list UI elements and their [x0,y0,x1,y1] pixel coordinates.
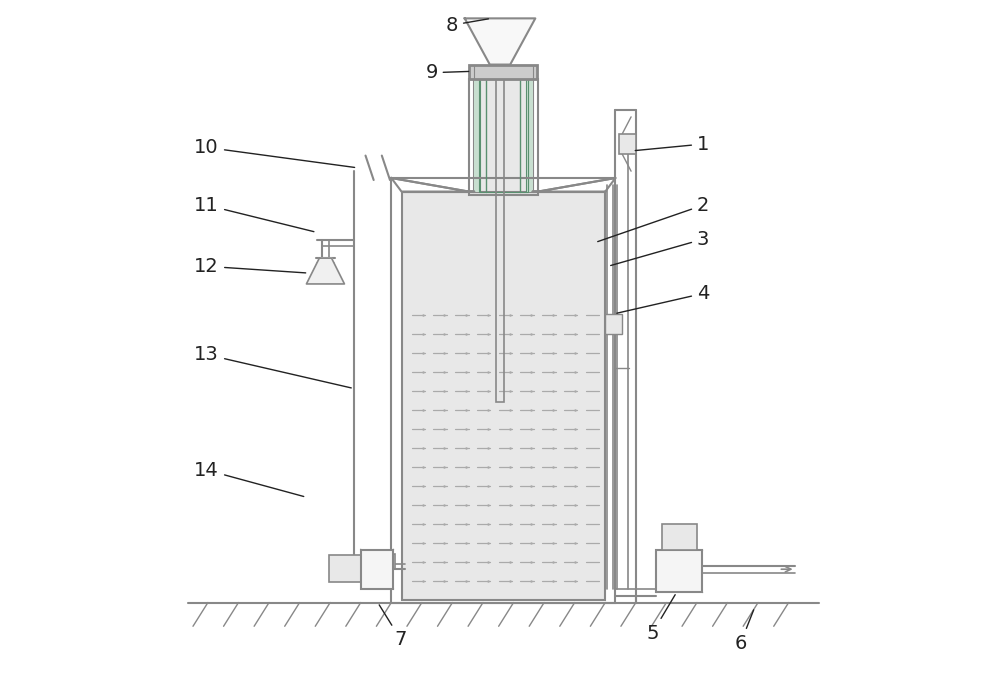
Bar [496,65,504,402]
Bar [387,554,395,569]
Text: 13: 13 [194,345,351,388]
Bar [361,550,393,589]
Polygon shape [306,258,344,284]
Bar [474,80,533,192]
Text: 6: 6 [734,610,754,653]
Polygon shape [391,178,474,192]
Text: 4: 4 [617,284,709,313]
Bar [656,550,702,592]
Bar [619,134,636,154]
Polygon shape [465,18,535,65]
Text: 12: 12 [194,257,306,276]
Bar [405,297,602,595]
Bar [469,65,537,80]
Polygon shape [533,178,615,192]
Bar [329,555,361,582]
Bar [605,314,622,334]
Text: 3: 3 [611,230,709,265]
Bar [391,178,615,602]
Bar [474,80,480,192]
Bar [526,80,533,192]
Text: 1: 1 [635,134,709,153]
Text: 8: 8 [446,16,488,35]
Bar [402,192,605,600]
Text: 11: 11 [194,196,314,232]
Text: 5: 5 [646,595,675,642]
Text: 2: 2 [598,196,709,241]
Bar [662,524,697,550]
Text: 10: 10 [194,138,355,167]
Text: 9: 9 [425,63,469,83]
Text: 7: 7 [379,605,407,649]
Bar [479,80,528,192]
Text: 14: 14 [194,460,304,496]
Bar [469,80,538,195]
